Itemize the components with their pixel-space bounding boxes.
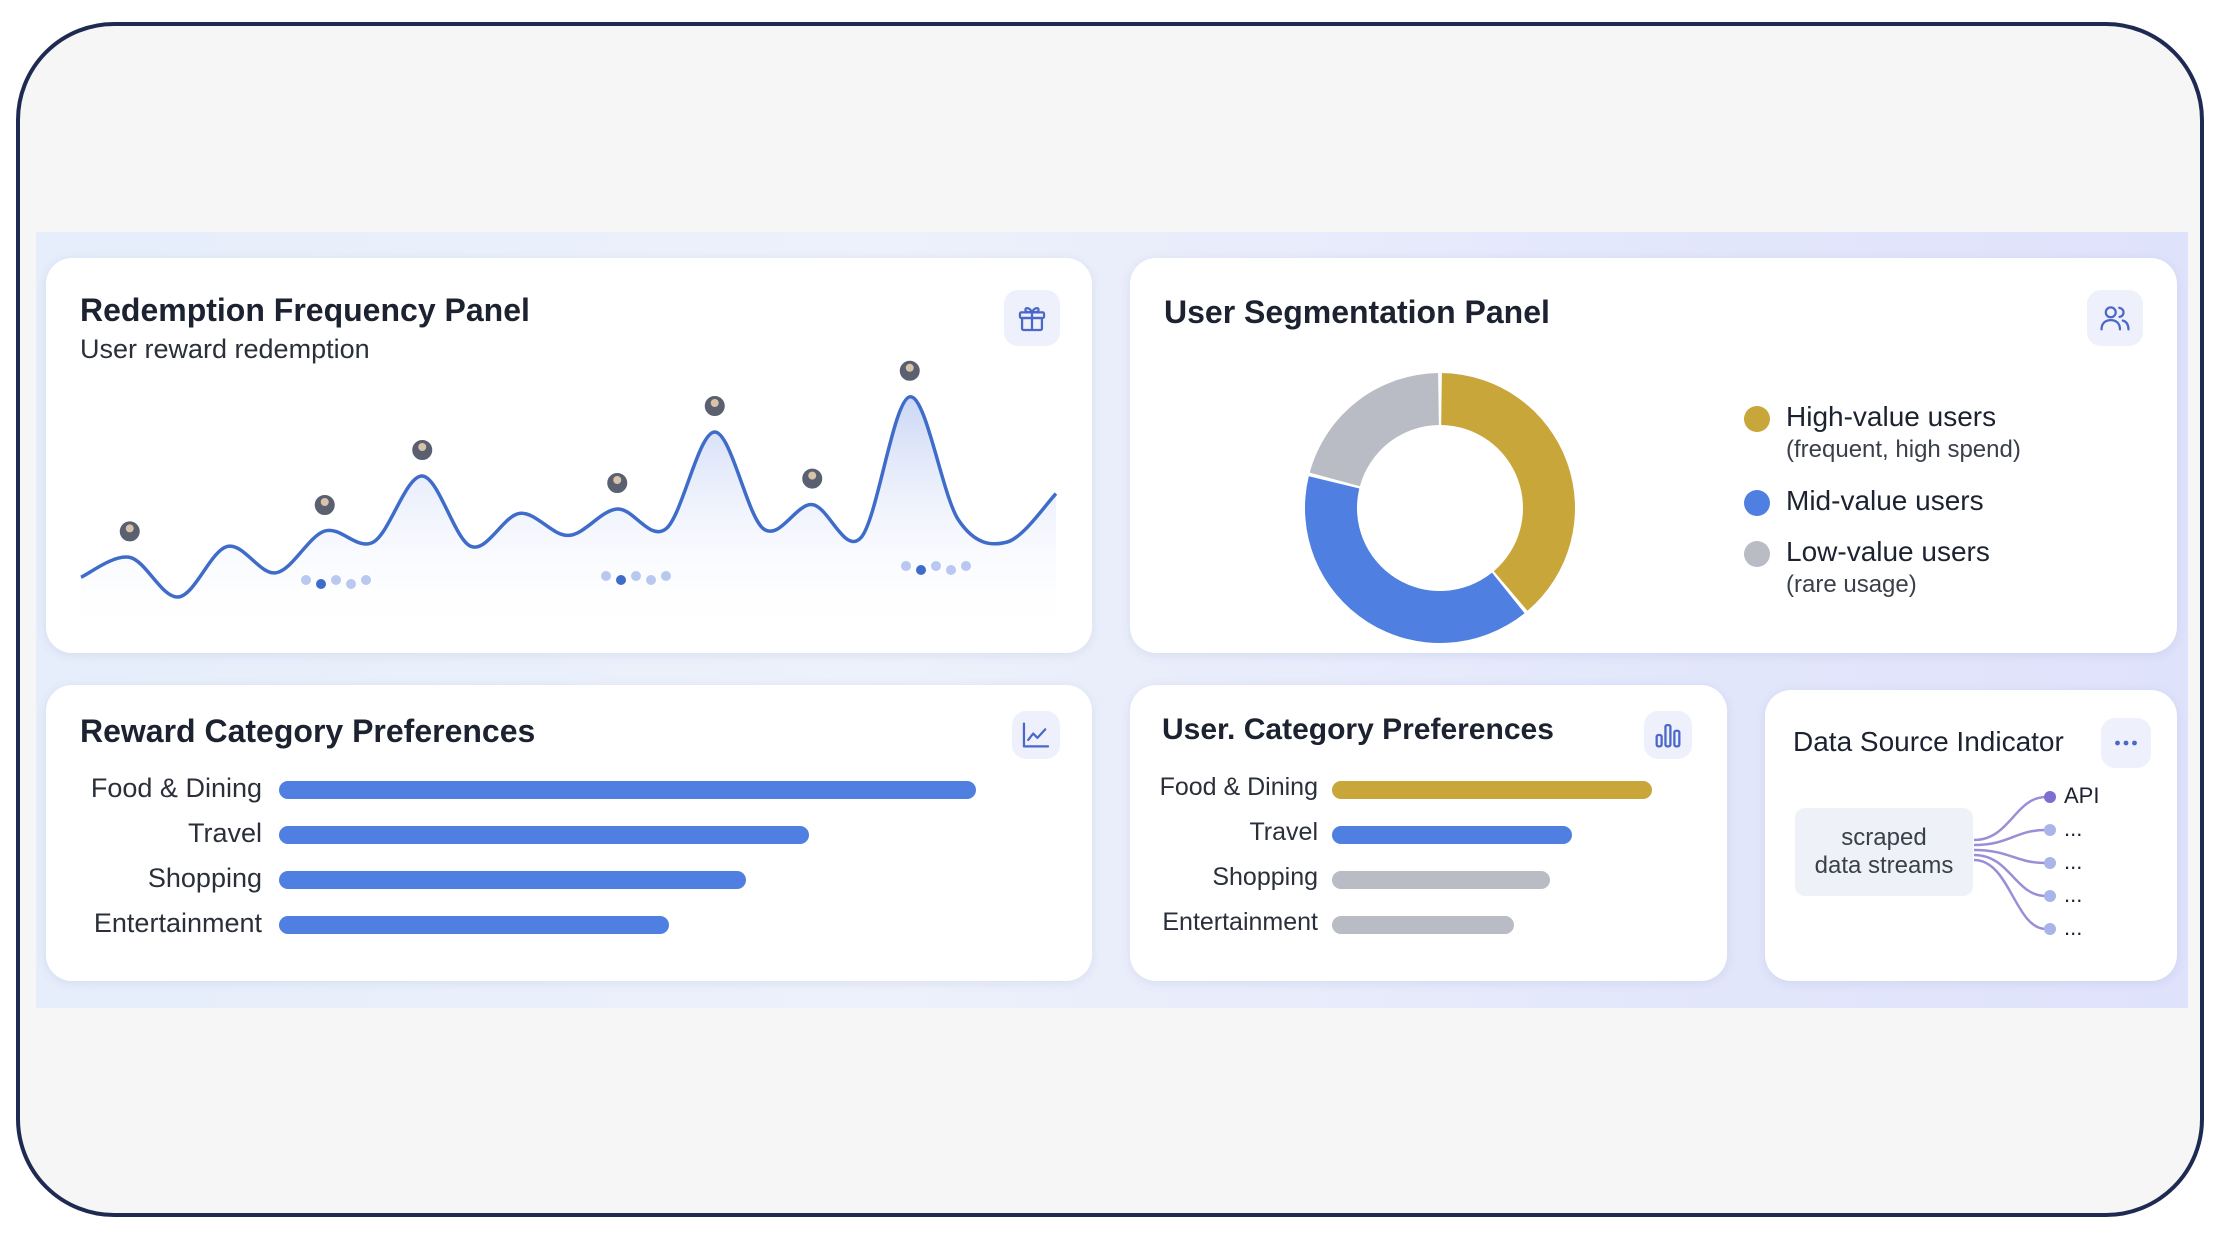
bar-label: Shopping	[1212, 863, 1318, 891]
ds-output-2: ...	[2064, 816, 2083, 841]
connector-node	[2044, 857, 2056, 869]
bar	[279, 781, 976, 799]
bar	[279, 916, 670, 934]
dot-marker	[901, 561, 911, 571]
dot-marker	[661, 571, 671, 581]
ds-output-1: API	[2064, 783, 2100, 808]
legend-high-label: High-value users	[1786, 401, 1997, 432]
connector-node	[2044, 824, 2056, 836]
legend-low-note: (rare usage)	[1786, 571, 1917, 598]
donut-slice-1	[1441, 373, 1575, 611]
connector-line	[1973, 853, 2047, 898]
bar-label: Entertainment	[1162, 908, 1318, 936]
scraped-data-streams-box: scraped data streams	[1795, 808, 1973, 896]
legend-dot-low	[1744, 541, 1770, 567]
bar-label: Entertainment	[93, 908, 262, 938]
segmentation-donut-chart	[1305, 373, 1575, 643]
dot-marker	[346, 579, 356, 589]
redemption-line-chart	[80, 358, 1058, 638]
more-icon[interactable]	[2101, 718, 2151, 768]
bar	[1332, 916, 1515, 934]
donut-slice-2	[1305, 476, 1525, 643]
connector-line	[1973, 848, 2047, 865]
redemption-title: Redemption Frequency Panel	[80, 292, 530, 328]
legend-low-label: Low-value users	[1786, 536, 1990, 567]
dot-marker	[361, 575, 371, 585]
dot-marker	[646, 575, 656, 585]
bar	[1332, 826, 1572, 844]
segmentation-title: User Segmentation Panel	[1164, 294, 1550, 330]
dot-marker	[316, 579, 326, 589]
line-chart-icon[interactable]	[1012, 711, 1060, 759]
dot-marker	[946, 565, 956, 575]
user-category-card: User. Category Preferences Food & Dining…	[1130, 685, 1727, 981]
data-source-connectors	[1973, 791, 2056, 935]
dot-marker	[301, 575, 311, 585]
connector-node	[2044, 890, 2056, 902]
gift-icon[interactable]	[1004, 290, 1060, 346]
legend-high-note: (frequent, high spend)	[1786, 436, 2021, 463]
dot-marker	[601, 571, 611, 581]
avatar-marker	[897, 358, 922, 383]
data-source-title: Data Source Indicator	[1793, 726, 2064, 757]
user-segmentation-card: User Segmentation Panel High-value users…	[1130, 258, 2177, 653]
bar-label: Travel	[1249, 818, 1318, 846]
dot-marker	[616, 575, 626, 585]
dot-marker	[931, 561, 941, 571]
dot-marker	[916, 565, 926, 575]
avatar-marker	[117, 519, 142, 544]
dot-marker	[961, 561, 971, 571]
avatar-marker	[702, 394, 727, 418]
bar-label: Travel	[187, 818, 262, 848]
avatar-marker	[410, 438, 435, 462]
legend-dot-high	[1744, 406, 1770, 432]
source-label-line2: data streams	[1814, 852, 1954, 879]
bar-chart-icon[interactable]	[1644, 711, 1692, 759]
dot-marker	[631, 571, 641, 581]
bar	[279, 871, 746, 889]
ds-output-4: ...	[2064, 882, 2083, 907]
user-category-bar-chart: Food & Dining Travel Shopping Entertainment	[1130, 685, 1727, 981]
users-icon[interactable]	[2087, 290, 2143, 346]
avatar-marker	[605, 471, 630, 495]
bar	[1332, 871, 1550, 889]
avatar-marker	[800, 466, 825, 491]
connector-line	[1973, 858, 2047, 931]
connector-node	[2044, 923, 2056, 935]
reward-title: Reward Category Preferences	[80, 713, 536, 749]
avatar-marker	[312, 493, 337, 517]
connector-line	[1973, 828, 2047, 847]
bar-label: Food & Dining	[90, 773, 262, 803]
reward-category-card: Reward Category Preferences Food & Dinin…	[46, 685, 1092, 981]
redemption-subtitle: User reward redemption	[80, 334, 370, 364]
legend-dot-mid	[1744, 490, 1770, 516]
source-label-line1: scraped	[1841, 824, 1927, 851]
user-category-title: User. Category Preferences	[1162, 713, 1554, 746]
bar-label: Shopping	[147, 863, 262, 893]
line-area-fill	[81, 396, 1056, 638]
bar	[279, 826, 809, 844]
reward-bar-chart: Food & Dining Travel Shopping Entertainment	[46, 685, 1092, 981]
bar-label: Food & Dining	[1159, 773, 1318, 801]
line-series	[80, 395, 1058, 599]
redemption-frequency-card: Redemption Frequency Panel User reward r…	[46, 258, 1092, 653]
dot-marker	[331, 575, 341, 585]
connector-line	[1973, 795, 2047, 842]
ds-output-5: ...	[2064, 915, 2083, 940]
ds-output-3: ...	[2064, 849, 2083, 874]
donut-slice-3	[1309, 373, 1439, 487]
connector-node	[2044, 791, 2056, 803]
legend-mid-label: Mid-value users	[1786, 485, 1984, 516]
bar	[1332, 781, 1652, 799]
